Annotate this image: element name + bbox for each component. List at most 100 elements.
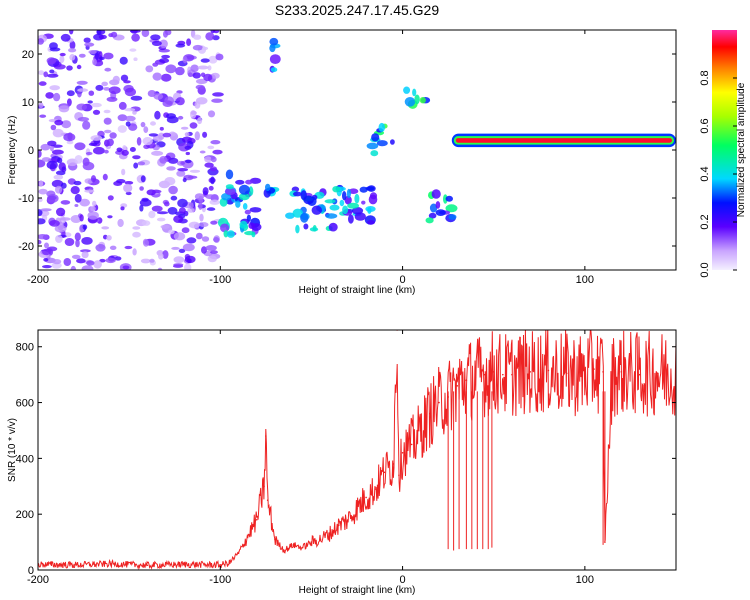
noise-blob (43, 257, 49, 262)
noise-blob (184, 255, 196, 264)
noise-blob (123, 183, 133, 193)
noise-blob (159, 126, 164, 131)
colorbar-tick-label: 0.8 (699, 70, 711, 85)
feature-blob (224, 187, 236, 196)
noise-blob (38, 209, 43, 217)
noise-blob (136, 137, 142, 146)
snr-data-point (283, 549, 285, 552)
snr-data-point (337, 524, 340, 527)
noise-blob (151, 150, 164, 156)
noise-blob (70, 186, 80, 195)
snr-data-point (263, 485, 265, 488)
snr-data-point (183, 563, 185, 566)
noise-blob (38, 234, 49, 240)
noise-blob (186, 38, 192, 46)
noise-blob (184, 263, 192, 270)
feature-blob (443, 194, 448, 204)
snr-data-point (620, 371, 623, 373)
feature-blob (403, 86, 411, 94)
noise-blob (130, 30, 138, 34)
noise-blob (177, 198, 188, 208)
feature-blob (226, 230, 235, 238)
noise-blob (42, 265, 52, 269)
noise-blob (207, 145, 215, 150)
noise-blob (194, 193, 205, 200)
noise-blob (68, 48, 77, 53)
noise-blob (162, 132, 172, 138)
feature-blob (311, 205, 322, 215)
y-tick-label: 10 (22, 97, 34, 109)
snr-data-point (474, 376, 477, 379)
noise-blob (194, 131, 200, 141)
noise-blob (200, 58, 210, 63)
noise-blob (189, 169, 201, 173)
noise-blob (44, 242, 49, 249)
snr-data-point (456, 385, 459, 387)
noise-blob (81, 237, 93, 245)
noise-blob (81, 251, 89, 259)
heatmap-feature-cluster-a (263, 183, 280, 198)
noise-blob (202, 187, 209, 196)
noise-blob (179, 207, 186, 214)
feature-blob (390, 139, 395, 145)
noise-blob (160, 73, 172, 82)
noise-blob (117, 114, 128, 122)
noise-blob (92, 200, 97, 207)
noise-blob (46, 160, 58, 170)
noise-blob (69, 54, 76, 61)
noise-blob (82, 161, 95, 171)
noise-blob (93, 260, 102, 269)
snr-data-point (584, 373, 586, 376)
feature-blob (248, 222, 255, 229)
noise-blob (38, 218, 46, 225)
noise-blob (45, 92, 54, 99)
spectrogram-x-axis-label: Height of straight line (km) (299, 285, 416, 296)
noise-blob (202, 131, 208, 138)
noise-blob (143, 126, 149, 133)
noise-blob (213, 30, 220, 34)
noise-blob (187, 207, 195, 213)
feature-blob (342, 205, 349, 215)
noise-blob (132, 155, 141, 160)
feature-blob (309, 227, 319, 232)
noise-blob (74, 204, 79, 207)
noise-blob (118, 101, 127, 110)
snr-data-point (401, 451, 404, 454)
noise-blob (173, 263, 184, 267)
feature-blob (235, 200, 241, 208)
feature-blob (244, 209, 251, 215)
noise-blob (84, 42, 95, 47)
noise-blob (117, 125, 127, 133)
noise-blob (49, 42, 58, 50)
noise-blob (38, 188, 48, 195)
feature-blob (332, 186, 341, 193)
noise-blob (104, 67, 112, 72)
noise-blob (185, 159, 192, 164)
noise-blob (212, 92, 224, 97)
noise-blob (119, 56, 128, 65)
noise-blob (61, 120, 72, 129)
snr-data-point (266, 499, 269, 502)
noise-blob (110, 31, 118, 38)
noise-blob (139, 204, 144, 212)
spectrogram-y-axis-label: Frequency (Hz) (7, 116, 18, 185)
noise-blob (195, 84, 205, 90)
feature-blob (242, 203, 248, 210)
noise-blob (71, 254, 81, 259)
feature-blob (370, 150, 379, 157)
snr-data-point (565, 372, 568, 375)
noise-blob (148, 210, 156, 219)
noise-blob (103, 117, 112, 125)
snr-data-point (511, 373, 513, 376)
noise-blob (175, 66, 185, 76)
feature-blob (366, 142, 379, 150)
noise-blob (132, 248, 137, 256)
noise-blob (129, 48, 137, 52)
noise-blob (201, 46, 209, 51)
noise-blob (38, 81, 47, 86)
noise-blob (141, 220, 151, 226)
noise-blob (132, 226, 141, 230)
snr-data-point (638, 373, 641, 376)
noise-blob (164, 201, 170, 207)
feature-blob (448, 214, 457, 220)
